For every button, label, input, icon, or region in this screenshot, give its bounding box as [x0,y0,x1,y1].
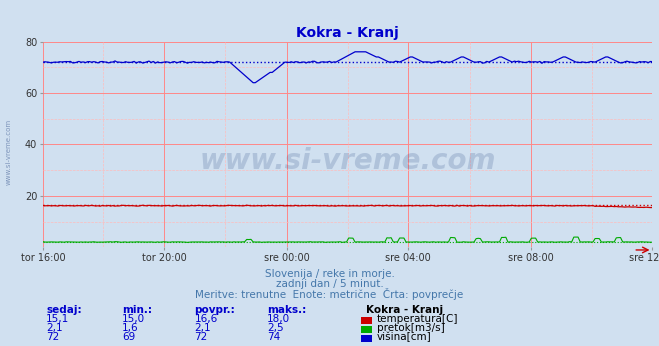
Title: Kokra - Kranj: Kokra - Kranj [297,26,399,40]
Text: min.:: min.: [122,305,152,315]
Text: 18,0: 18,0 [267,315,290,325]
Text: 72: 72 [46,333,59,343]
Text: 74: 74 [267,333,280,343]
Text: sedaj:: sedaj: [46,305,82,315]
Text: zadnji dan / 5 minut.: zadnji dan / 5 minut. [275,279,384,289]
Text: 2,5: 2,5 [267,324,283,334]
Text: višina[cm]: višina[cm] [377,332,432,343]
Text: maks.:: maks.: [267,305,306,315]
Text: 2,1: 2,1 [46,324,63,334]
Text: 1,6: 1,6 [122,324,138,334]
Text: 69: 69 [122,333,135,343]
Text: 15,1: 15,1 [46,315,69,325]
Text: www.si-vreme.com: www.si-vreme.com [5,119,12,185]
Text: 15,0: 15,0 [122,315,145,325]
Text: Meritve: trenutne  Enote: metrične  Črta: povprečje: Meritve: trenutne Enote: metrične Črta: … [195,288,464,300]
Text: www.si-vreme.com: www.si-vreme.com [200,147,496,175]
Text: Kokra - Kranj: Kokra - Kranj [366,305,443,315]
Text: povpr.:: povpr.: [194,305,235,315]
Text: temperatura[C]: temperatura[C] [377,315,459,325]
Text: 16,6: 16,6 [194,315,217,325]
Text: pretok[m3/s]: pretok[m3/s] [377,324,445,334]
Text: 72: 72 [194,333,208,343]
Text: 2,1: 2,1 [194,324,211,334]
Text: Slovenija / reke in morje.: Slovenija / reke in morje. [264,269,395,279]
